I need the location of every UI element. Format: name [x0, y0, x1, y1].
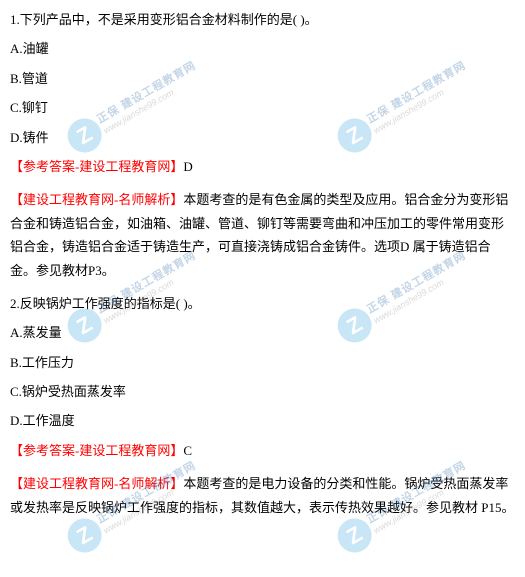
q1-stem: 1.下列产品中，不是采用变形铝合金材料制作的是( )。	[10, 8, 515, 31]
q2-answer-value: C	[183, 443, 192, 458]
watermark-logo-icon: Z	[61, 512, 107, 558]
q1-answer-value: D	[183, 159, 192, 174]
watermark-logo-icon: Z	[331, 512, 377, 558]
q2-option-c: C.锅炉受热面蒸发率	[10, 380, 515, 403]
q2-option-b: B.工作压力	[10, 351, 515, 374]
q1-explain-label: 【建设工程教育网-名师解析】	[10, 192, 183, 207]
q2-explain: 【建设工程教育网-名师解析】本题考查的是电力设备的分类和性能。锅炉受热面蒸发率或…	[10, 472, 515, 519]
q1-answer-label: 【参考答案-建设工程教育网】	[10, 159, 183, 174]
q1-explain: 【建设工程教育网-名师解析】本题考查的是有色金属的类型及应用。铝合金分为变形铝合…	[10, 188, 515, 282]
q1-option-b: B.管道	[10, 67, 515, 90]
q2-stem: 2.反映锅炉工作强度的指标是( )。	[10, 292, 515, 315]
q1-answer-line: 【参考答案-建设工程教育网】D	[10, 155, 515, 178]
q1-option-a: A.油罐	[10, 37, 515, 60]
q2-answer-line: 【参考答案-建设工程教育网】C	[10, 439, 515, 462]
q1-option-d: D.铸件	[10, 126, 515, 149]
q2-option-a: A.蒸发量	[10, 321, 515, 344]
q2-option-d: D.工作温度	[10, 409, 515, 432]
q1-option-c: C.铆钉	[10, 96, 515, 119]
q2-answer-label: 【参考答案-建设工程教育网】	[10, 443, 183, 458]
q2-explain-label: 【建设工程教育网-名师解析】	[10, 476, 183, 491]
